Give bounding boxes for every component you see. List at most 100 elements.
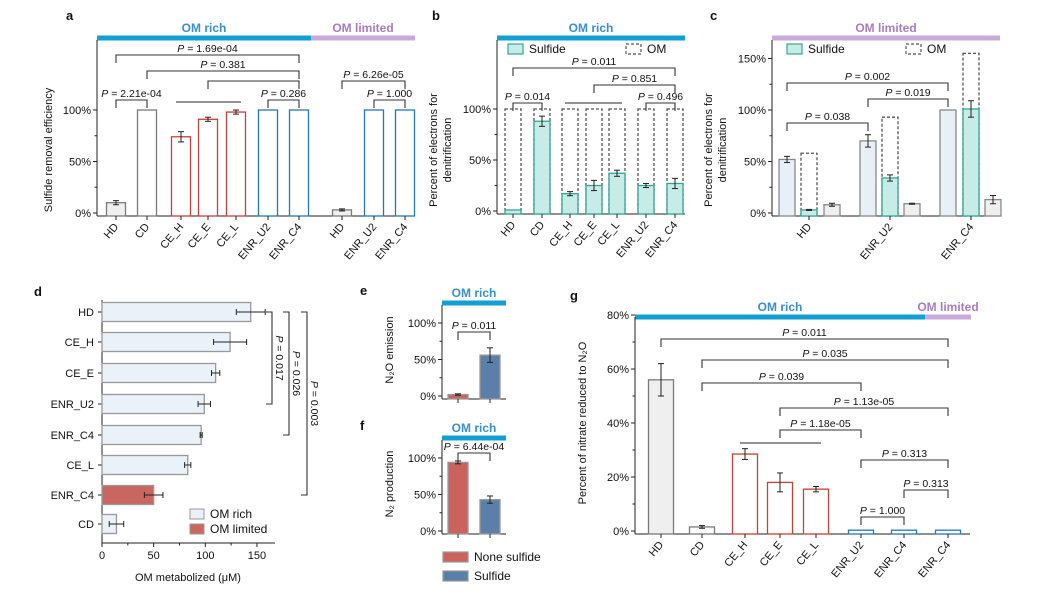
significance-bracket — [301, 311, 308, 496]
x-tick-label: CD — [528, 219, 547, 239]
significance-bracket — [867, 98, 949, 107]
p-symbol: P — [505, 91, 512, 103]
bar-sulfide — [561, 193, 579, 215]
y-axis-label: Percent of nitrate reduced to N₂O — [577, 341, 589, 504]
significance-bracket — [115, 99, 148, 108]
y-tick-label: 0% — [475, 206, 491, 218]
significance-bracket — [786, 82, 949, 91]
y-tick-label: ENR_C4 — [51, 490, 94, 502]
p-value-label: P = 6.26e-05 — [343, 69, 404, 81]
y-tick-label: 0% — [750, 208, 766, 220]
condition-band — [925, 314, 971, 320]
p-value: = 0.313 — [910, 478, 948, 490]
p-value-label: P = 0.019 — [885, 87, 930, 99]
p-value-label: P = 0.014 — [505, 91, 550, 103]
bar — [802, 488, 830, 535]
p-symbol: P — [638, 91, 645, 103]
p-value: = 1.13e-05 — [841, 396, 895, 408]
y-tick-label: 20% — [607, 472, 629, 484]
p-value: = 0.017 — [273, 342, 285, 380]
legend-swatch — [786, 43, 803, 55]
panel-label: e — [360, 283, 367, 298]
significance-bracket — [512, 102, 543, 111]
bar — [225, 111, 247, 217]
x-tick-label: CE_H — [722, 539, 750, 569]
bar — [288, 109, 310, 217]
p-symbol: P — [805, 111, 812, 123]
significance-bracket — [701, 382, 862, 391]
p-value: = 0.002 — [852, 71, 890, 83]
bar — [101, 301, 252, 323]
legend-label: OM limited — [210, 522, 267, 536]
x-tick-label: ENR_U2 — [829, 539, 866, 580]
p-symbol: P — [903, 478, 910, 490]
bar-sulfide — [637, 184, 655, 215]
p-value-label: P = 0.011 — [782, 327, 827, 339]
bar-om — [800, 152, 818, 217]
bar-om — [585, 108, 603, 215]
legend-label: OM — [647, 42, 666, 56]
y-tick-label: ENR_U2 — [51, 399, 94, 411]
p-symbol: P — [860, 505, 867, 517]
legend-label: OM rich — [210, 507, 252, 521]
significance-bracket — [860, 459, 949, 468]
x-tick-label: 0 — [99, 550, 105, 562]
x-tick-label: HD — [647, 539, 666, 559]
p-symbol: P — [101, 88, 108, 100]
p-symbol: P — [177, 43, 184, 55]
panel-b: b OM rich 0% 50% 100% Percent of electrons fo… — [428, 8, 685, 260]
x-tick-label: 100 — [196, 550, 214, 562]
panel-label: g — [570, 288, 578, 303]
x-tick-label: CD — [688, 539, 707, 559]
significance-bracket — [903, 489, 949, 498]
condition-band-label: OM rich — [452, 421, 497, 435]
legend-label: Sulfide — [529, 42, 566, 56]
bar — [479, 498, 501, 535]
p-value: = 2.21e-04 — [108, 88, 162, 100]
bar-sulfide — [881, 177, 899, 217]
p-symbol: P — [308, 381, 320, 388]
x-tick-label: CE_L — [214, 221, 241, 250]
p-value-label: P = 0.286 — [261, 88, 306, 100]
p-value-label: P = 1.13e-05 — [834, 396, 895, 408]
p-symbol: P — [845, 71, 852, 83]
y-tick-label: 100% — [738, 105, 766, 117]
legend-swatch — [189, 508, 205, 520]
x-tick-label: CE_H — [158, 221, 186, 251]
condition-band — [97, 35, 311, 41]
bar — [903, 203, 921, 217]
y-axis-label: N₂O emission — [384, 316, 396, 383]
panel-g: g OM rich OM limited 0% 20% 40% 60% 80% Percent … — [570, 288, 979, 580]
bar — [934, 529, 962, 535]
bar — [197, 118, 219, 217]
condition-band — [311, 35, 415, 41]
x-tick-label: 50 — [148, 550, 160, 562]
significance-bracket — [786, 122, 869, 131]
p-symbol: P — [572, 56, 579, 68]
p-value-label: P = 0.026 — [290, 351, 302, 396]
p-value: = 0.011 — [579, 56, 617, 68]
x-tick-label: ENR_C4 — [916, 539, 953, 580]
p-symbol: P — [759, 371, 766, 383]
bar — [859, 140, 877, 217]
bar — [847, 529, 875, 535]
p-value-label: P = 0.039 — [759, 371, 804, 383]
p-value: = 0.003 — [308, 388, 320, 426]
significance-bracket — [512, 67, 676, 76]
y-tick-label: CE_L — [66, 460, 94, 472]
x-tick-label: CE_H — [547, 219, 575, 249]
p-value-label: P = 0.496 — [638, 91, 683, 103]
p-symbol: P — [452, 320, 459, 332]
panel-a: a OM rich OM limited 0% 50% 100% Sulfide remov… — [43, 8, 416, 262]
p-value: = 0.026 — [290, 358, 302, 396]
x-tick-label: ENR_C4 — [267, 221, 304, 262]
p-value-label: P = 0.035 — [802, 348, 847, 360]
p-value: = 1.000 — [867, 505, 905, 517]
condition-band — [497, 35, 685, 41]
p-value-label: P = 0.002 — [845, 71, 890, 83]
y-tick-label: CE_H — [65, 337, 94, 349]
bar — [647, 379, 675, 535]
p-symbol: P — [367, 88, 374, 100]
y-tick-label: CE_E — [65, 368, 94, 380]
